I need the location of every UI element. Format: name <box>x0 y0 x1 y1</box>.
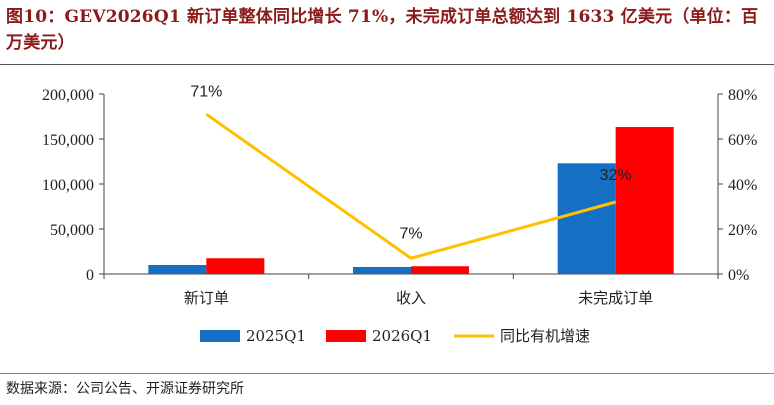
y-right-tick-label: 60% <box>728 132 757 149</box>
yoy-data-label: 32% <box>600 167 632 184</box>
yoy-data-label: 7% <box>399 225 422 242</box>
x-tick-label: 收入 <box>396 289 426 307</box>
x-tick-label: 未完成订单 <box>578 289 653 307</box>
bar-2025q1 <box>148 265 207 274</box>
y-left-tick-label: 50,000 <box>50 222 94 239</box>
y-left-tick-label: 0 <box>86 267 94 284</box>
y-left-tick-label: 100,000 <box>42 177 94 194</box>
legend-label: 2026Q1 <box>372 327 432 345</box>
bar-2026q1 <box>411 266 469 274</box>
source-divider <box>0 373 774 374</box>
legend-swatch <box>326 330 366 342</box>
legend-label: 2025Q1 <box>246 327 306 345</box>
y-right-tick-label: 80% <box>728 87 757 104</box>
bar-2025q1 <box>557 163 616 274</box>
bar-2026q1 <box>206 258 265 274</box>
y-left-tick-label: 200,000 <box>42 87 94 104</box>
yoy-growth-line <box>205 113 617 260</box>
y-right-tick-label: 20% <box>728 222 757 239</box>
chart-title: 图10：GEV2026Q1 新订单整体同比增长 71%，未完成订单总额达到 16… <box>6 7 759 53</box>
legend-label: 同比有机增速 <box>500 327 590 345</box>
source-note: 数据来源：公司公告、开源证券研究所 <box>6 381 244 397</box>
y-right-tick-label: 0% <box>728 267 749 284</box>
y-left-tick-label: 150,000 <box>42 132 94 149</box>
legend-swatch <box>200 330 240 342</box>
bar-2025q1 <box>353 266 411 274</box>
yoy-data-label: 71% <box>190 83 222 100</box>
bar-2026q1 <box>615 127 674 274</box>
y-right-tick-label: 40% <box>728 177 757 194</box>
x-tick-label: 新订单 <box>184 289 229 307</box>
title-divider <box>0 64 774 65</box>
